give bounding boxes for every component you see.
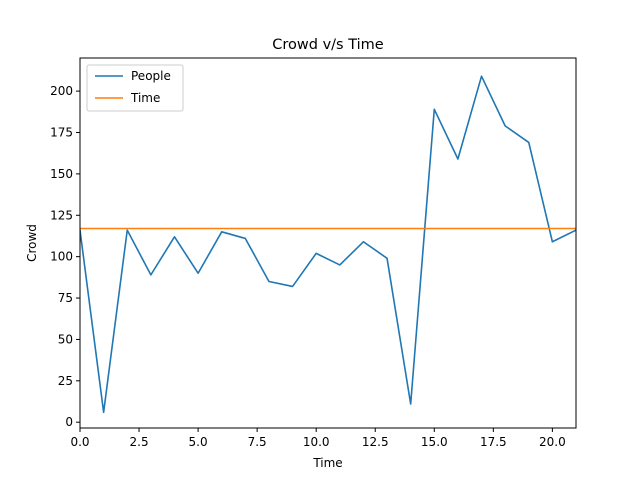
x-tick-label: 15.0 (421, 435, 448, 449)
y-tick-label: 25 (58, 374, 73, 388)
y-tick-label: 75 (58, 291, 73, 305)
legend-label-time: Time (130, 91, 160, 105)
series-layer (80, 75, 576, 414)
y-tick-label: 50 (58, 332, 73, 346)
x-tick-label: 0.0 (70, 435, 89, 449)
y-tick-label: 200 (50, 84, 73, 98)
y-tick-label: 175 (50, 125, 73, 139)
y-tick-label: 0 (65, 415, 73, 429)
x-tick-label: 10.0 (303, 435, 330, 449)
x-tick-label: 17.5 (480, 435, 507, 449)
y-tick-label: 100 (50, 250, 73, 264)
x-axis: 0.0 2.5 5.0 7.5 10.0 12.5 15.0 17.5 20.0 (70, 428, 566, 449)
y-axis: 0 25 50 75 100 125 150 175 200 (50, 84, 80, 429)
x-tick-label: 7.5 (248, 435, 267, 449)
x-tick-label: 2.5 (130, 435, 149, 449)
y-tick-label: 150 (50, 167, 73, 181)
series-line-people (80, 75, 576, 414)
x-tick-label: 20.0 (539, 435, 566, 449)
y-tick-label: 125 (50, 208, 73, 222)
y-axis-title: Crowd (25, 224, 39, 262)
chart-title: Crowd v/s Time (272, 37, 384, 53)
x-axis-title: Time (312, 456, 342, 470)
legend: People Time (86, 64, 184, 112)
legend-label-people: People (131, 69, 171, 83)
x-tick-label: 5.0 (189, 435, 208, 449)
x-tick-label: 12.5 (362, 435, 389, 449)
plot-area-frame (79, 57, 577, 429)
